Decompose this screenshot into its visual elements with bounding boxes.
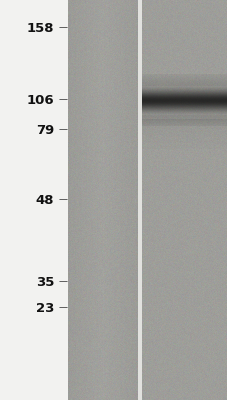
Text: 79: 79 <box>36 124 54 136</box>
Text: —: — <box>58 278 67 286</box>
Text: —: — <box>58 96 67 104</box>
Text: 35: 35 <box>35 276 54 288</box>
Text: —: — <box>58 24 67 32</box>
Text: —: — <box>58 196 67 204</box>
Text: 23: 23 <box>35 302 54 314</box>
Text: —: — <box>58 304 67 312</box>
Text: 158: 158 <box>26 22 54 34</box>
Text: 106: 106 <box>26 94 54 106</box>
Text: 48: 48 <box>35 194 54 206</box>
Text: —: — <box>58 126 67 134</box>
